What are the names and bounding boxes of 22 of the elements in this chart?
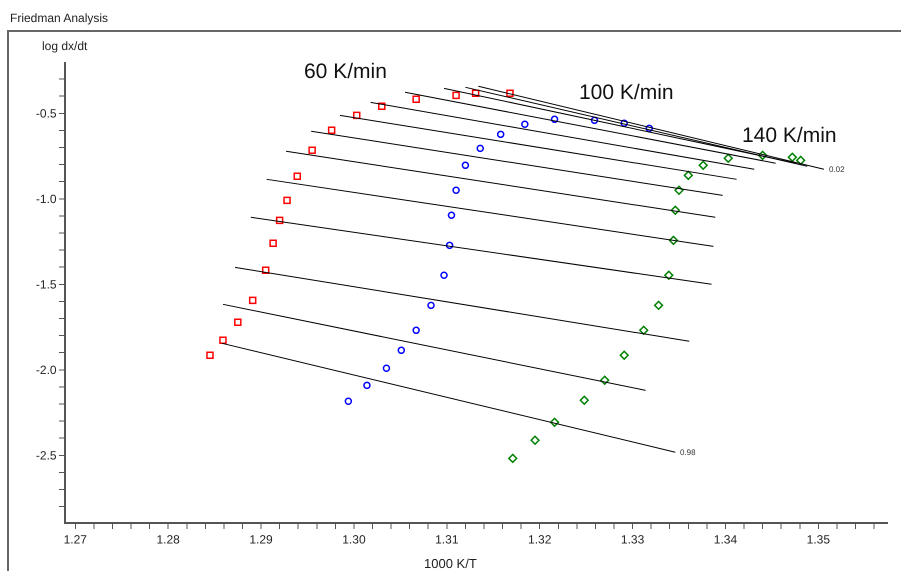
x-tick-label: 1.33	[620, 532, 645, 546]
y-tick-label: -2.5	[36, 448, 57, 463]
x-tick-label: 1.28	[156, 532, 180, 546]
annotation: 0.02	[829, 165, 846, 174]
x-tick-label: 1.32	[528, 532, 552, 546]
chart-title: Friedman Analysis	[10, 11, 108, 26]
y-tick-label: -0.5	[36, 106, 57, 120]
annotation: 0.98	[680, 448, 696, 457]
series-label: 100 K/min	[579, 81, 674, 104]
y-tick-label: -1.0	[36, 192, 57, 206]
x-tick-label: 1.34	[714, 532, 738, 546]
y-axis-title: log dx/dt	[42, 39, 88, 53]
y-tick-label: -2.0	[36, 363, 57, 378]
x-tick-label: 1.27	[64, 532, 88, 546]
x-axis-title: 1000 K/T	[424, 556, 477, 571]
y-tick-label: -1.5	[36, 278, 57, 292]
x-tick-label: 1.31	[435, 532, 459, 546]
series-label: 60 K/min	[304, 60, 387, 83]
x-tick-label: 1.30	[342, 532, 366, 546]
x-tick-label: 1.35	[806, 532, 830, 546]
x-tick-label: 1.29	[249, 532, 274, 546]
series-label: 140 K/min	[742, 124, 837, 147]
